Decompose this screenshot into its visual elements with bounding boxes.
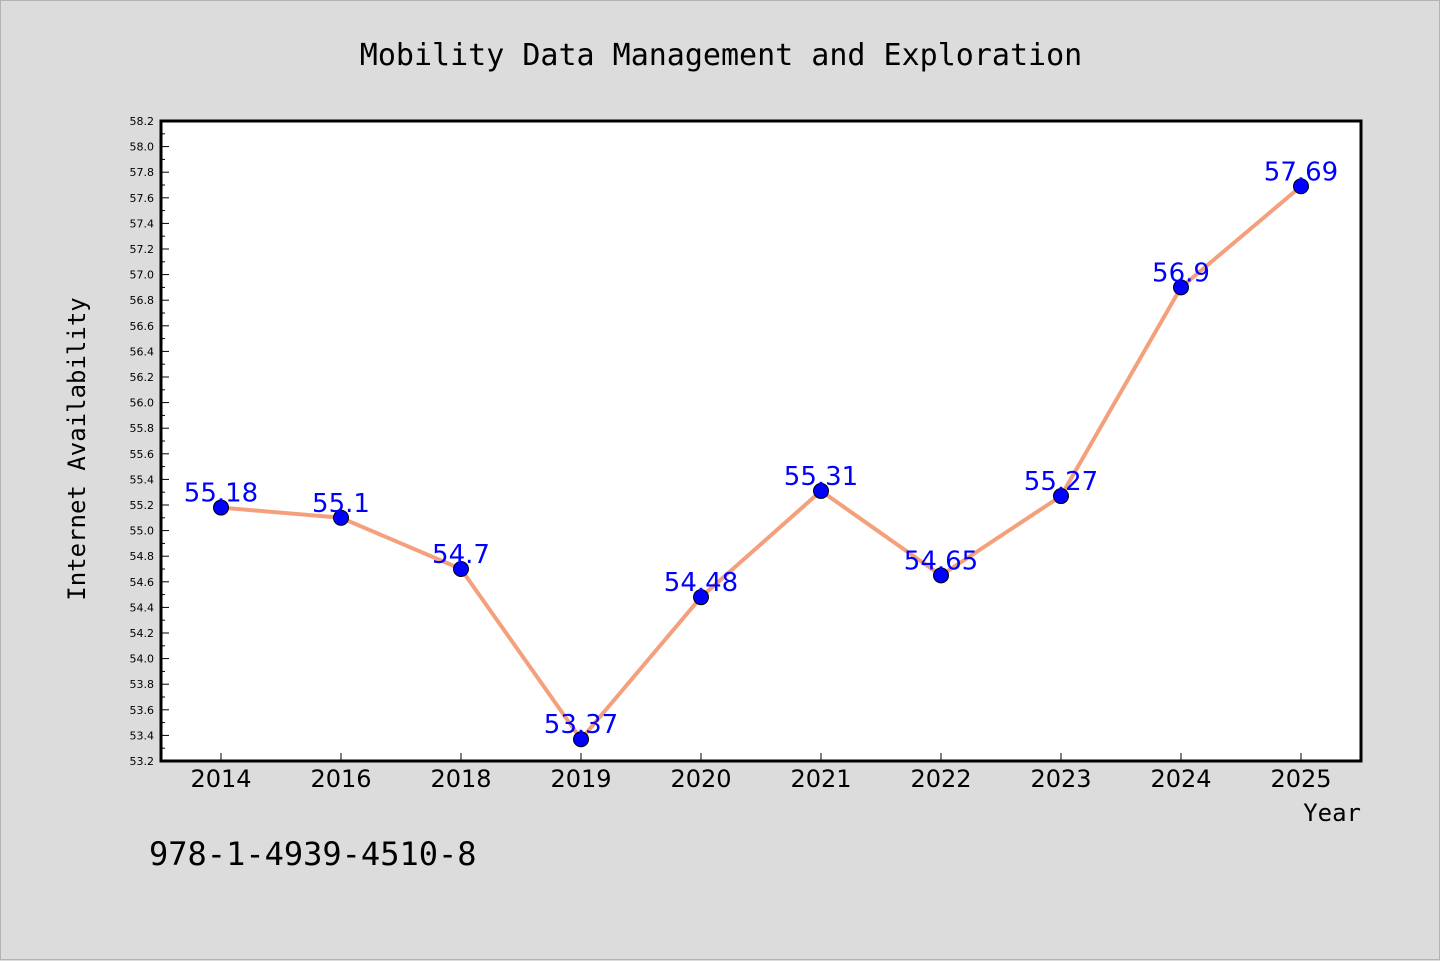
y-tick-label: 56.2 [130, 371, 155, 384]
y-tick-label: 54.8 [130, 550, 155, 563]
x-tick-label: 2022 [910, 765, 971, 793]
y-tick-label: 58.0 [130, 141, 155, 154]
y-tick-label: 57.8 [130, 166, 155, 179]
y-tick-label: 57.2 [130, 243, 155, 256]
y-tick-label: 56.4 [130, 345, 155, 358]
data-label: 53.37 [544, 710, 618, 740]
y-tick-label: 55.0 [130, 525, 155, 538]
y-axis: 53.2 53.4 53.6 53.8 54.0 54.2 54.4 54.6 54.8 55.0… [130, 115, 169, 768]
data-label: 55.27 [1024, 467, 1098, 497]
y-tick-label: 53.6 [130, 704, 155, 717]
data-labels: 55.18 55.1 54.7 53.37 54.48 55.31 54.65 55.27 56… [184, 157, 1338, 740]
y-tick-label: 55.2 [130, 499, 155, 512]
series-markers [213, 178, 1309, 748]
y-tick-label: 57.0 [130, 269, 155, 282]
data-point [933, 567, 949, 584]
y-tick-label: 57.6 [130, 192, 155, 205]
x-axis: 2014 2016 2018 2019 2020 2021 2022 2023 2024 2025 [190, 753, 1332, 793]
data-label: 55.18 [184, 479, 258, 509]
data-point [573, 731, 589, 748]
data-point [1173, 279, 1189, 296]
data-point [693, 589, 709, 606]
data-label: 54.65 [904, 546, 978, 576]
y-tick-label: 53.8 [130, 678, 155, 691]
y-tick-label: 56.0 [130, 397, 155, 410]
y-tick-label: 55.8 [130, 422, 155, 435]
y-tick-label: 54.6 [130, 576, 155, 589]
y-axis-label: Internet Availability [63, 297, 91, 600]
y-tick-label: 53.4 [130, 729, 155, 742]
data-label: 54.48 [664, 568, 738, 598]
x-tick-label: 2025 [1270, 765, 1331, 793]
x-tick-label: 2024 [1150, 765, 1211, 793]
data-label: 55.1 [312, 489, 370, 519]
y-tick-label: 53.2 [130, 755, 155, 768]
y-tick-label: 58.2 [130, 115, 155, 128]
x-tick-label: 2014 [190, 765, 251, 793]
data-label: 56.9 [1152, 258, 1210, 288]
data-label: 55.31 [784, 462, 858, 492]
data-point [333, 509, 349, 526]
plot-area [159, 119, 1363, 763]
y-tick-label: 54.4 [130, 601, 155, 614]
y-tick-label: 55.6 [130, 448, 155, 461]
data-point [1293, 178, 1309, 195]
y-tick-label: 56.8 [130, 294, 155, 307]
x-tick-label: 2016 [310, 765, 371, 793]
x-tick-label: 2019 [550, 765, 611, 793]
x-axis-label: Year [1303, 799, 1361, 827]
series-polyline [220, 184, 1303, 742]
x-tick-label: 2020 [670, 765, 731, 793]
chart-title: Mobility Data Management and Exploration [360, 38, 1082, 73]
x-tick-label: 2021 [790, 765, 851, 793]
y-tick-label: 54.2 [130, 627, 155, 640]
data-point [453, 561, 469, 577]
x-tick-label: 2023 [1030, 765, 1091, 793]
y-tick-label: 57.4 [130, 217, 155, 230]
data-label: 57.69 [1264, 157, 1338, 187]
data-point [213, 499, 229, 516]
annotation-text: 978-1-4939-4510-8 [149, 835, 477, 873]
data-label: 54.7 [432, 540, 490, 570]
data-point [1053, 488, 1069, 505]
y-tick-label: 54.0 [130, 653, 155, 666]
y-tick-label: 55.4 [130, 473, 155, 486]
x-tick-label: 2018 [430, 765, 491, 793]
y-tick-label: 56.6 [130, 320, 155, 333]
data-point [813, 482, 829, 499]
series-line [220, 184, 1303, 742]
